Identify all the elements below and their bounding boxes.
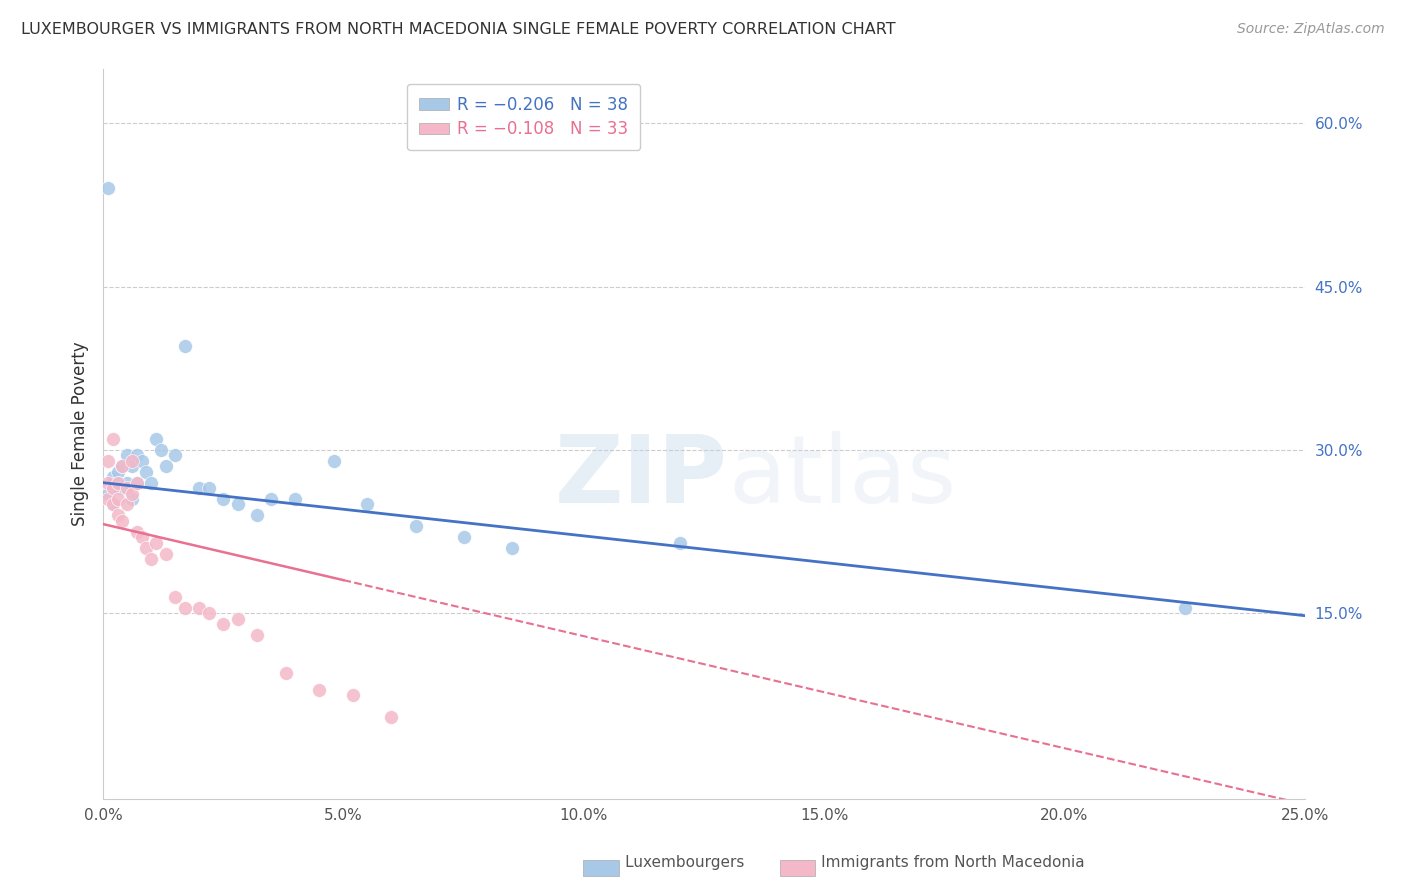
Point	[107, 465, 129, 479]
Point	[97, 475, 120, 490]
Point	[111, 481, 134, 495]
Point	[121, 491, 143, 506]
Point	[342, 688, 364, 702]
Point	[165, 449, 187, 463]
Point	[135, 465, 157, 479]
Point	[107, 491, 129, 506]
Point	[101, 481, 124, 495]
Point	[121, 459, 143, 474]
Point	[125, 524, 148, 539]
Point	[115, 475, 138, 490]
Point	[165, 590, 187, 604]
Point	[155, 459, 177, 474]
Point	[188, 481, 211, 495]
Point	[405, 519, 427, 533]
Text: Luxembourgers: Luxembourgers	[591, 855, 744, 870]
Point	[101, 470, 124, 484]
Point	[141, 552, 163, 566]
Point	[173, 339, 195, 353]
Point	[125, 449, 148, 463]
Point	[101, 498, 124, 512]
Point	[115, 449, 138, 463]
Point	[97, 454, 120, 468]
Point	[669, 535, 692, 549]
Point	[155, 547, 177, 561]
Point	[274, 666, 297, 681]
Point	[107, 508, 129, 523]
Text: Source: ZipAtlas.com: Source: ZipAtlas.com	[1237, 22, 1385, 37]
Y-axis label: Single Female Poverty: Single Female Poverty	[72, 342, 89, 526]
Text: atlas: atlas	[728, 432, 956, 524]
Point	[107, 475, 129, 490]
Point	[121, 454, 143, 468]
Point	[101, 432, 124, 446]
Point	[111, 459, 134, 474]
Point	[135, 541, 157, 555]
Point	[111, 459, 134, 474]
Point	[226, 498, 249, 512]
Point	[246, 628, 269, 642]
Point	[212, 617, 235, 632]
Point	[188, 601, 211, 615]
Point	[284, 491, 307, 506]
Point	[107, 475, 129, 490]
Point	[226, 612, 249, 626]
Point	[453, 530, 475, 544]
Point	[141, 475, 163, 490]
Point	[246, 508, 269, 523]
Point	[173, 601, 195, 615]
Point	[322, 454, 344, 468]
Point	[308, 682, 330, 697]
Point	[121, 486, 143, 500]
Text: LUXEMBOURGER VS IMMIGRANTS FROM NORTH MACEDONIA SINGLE FEMALE POVERTY CORRELATIO: LUXEMBOURGER VS IMMIGRANTS FROM NORTH MA…	[21, 22, 896, 37]
Point	[115, 481, 138, 495]
Point	[97, 491, 120, 506]
Point	[131, 454, 153, 468]
Point	[125, 475, 148, 490]
Point	[149, 442, 172, 457]
Point	[131, 530, 153, 544]
Point	[198, 481, 221, 495]
Point	[260, 491, 283, 506]
Point	[107, 481, 129, 495]
Point	[145, 432, 167, 446]
Point	[125, 475, 148, 490]
Text: Immigrants from North Macedonia: Immigrants from North Macedonia	[787, 855, 1085, 870]
Point	[212, 491, 235, 506]
Point	[1173, 601, 1195, 615]
Legend: R = −0.206   N = 38, R = −0.108   N = 33: R = −0.206 N = 38, R = −0.108 N = 33	[408, 84, 640, 150]
Point	[115, 498, 138, 512]
Point	[356, 498, 378, 512]
Point	[111, 514, 134, 528]
Point	[101, 481, 124, 495]
Point	[145, 535, 167, 549]
Point	[97, 181, 120, 195]
Point	[97, 486, 120, 500]
Point	[501, 541, 523, 555]
Point	[101, 498, 124, 512]
Text: ZIP: ZIP	[555, 432, 728, 524]
Point	[198, 607, 221, 621]
Point	[380, 710, 402, 724]
